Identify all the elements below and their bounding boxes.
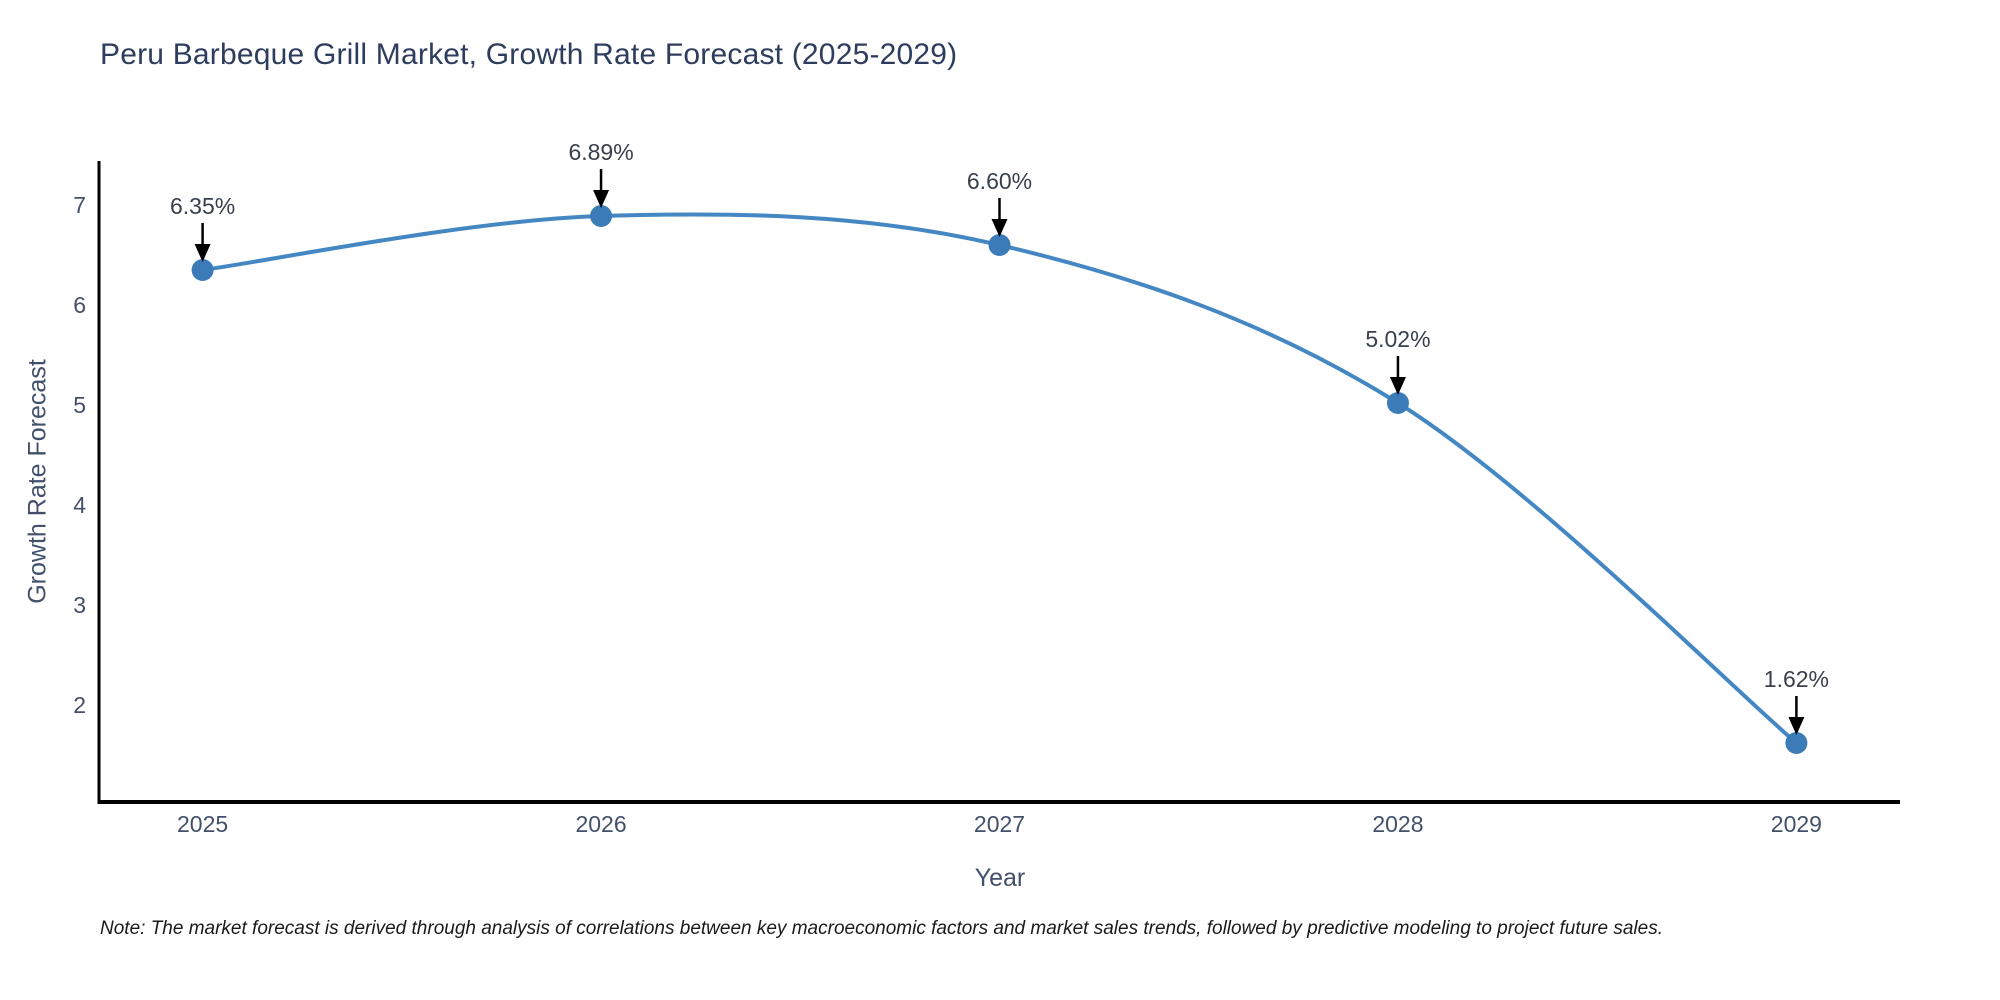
- y-axis-title: Growth Rate Forecast: [23, 359, 52, 604]
- point-value-label: 5.02%: [1365, 326, 1431, 352]
- chart-title: Peru Barbeque Grill Market, Growth Rate …: [100, 38, 958, 71]
- x-axis-title: Year: [974, 864, 1026, 892]
- x-tick-label: 2026: [575, 811, 627, 837]
- x-tick-label: 2028: [1372, 811, 1424, 837]
- data-point-marker: [1785, 732, 1808, 754]
- y-tick-label: 5: [73, 392, 86, 418]
- annotation-arrow-head: [991, 219, 1008, 237]
- x-tick-label: 2027: [973, 811, 1026, 837]
- y-tick-label: 4: [73, 492, 86, 518]
- y-tick-label: 3: [73, 592, 86, 618]
- footnote: Note: The market forecast is derived thr…: [100, 918, 1663, 939]
- annotation-arrow-head: [194, 244, 211, 262]
- annotation-arrow-head: [593, 190, 610, 208]
- data-point-marker: [590, 205, 613, 227]
- y-tick-label: 6: [73, 292, 86, 318]
- annotation-arrow-head: [1788, 717, 1805, 735]
- y-tick-label: 2: [73, 692, 86, 718]
- point-value-label: 6.35%: [169, 193, 236, 219]
- point-value-label: 6.89%: [568, 139, 634, 165]
- point-value-label: 1.62%: [1763, 666, 1829, 692]
- line-series: [200, 212, 1799, 745]
- annotation-arrow-head: [1389, 377, 1406, 395]
- data-point-marker: [1386, 392, 1409, 414]
- x-tick-label: 2025: [177, 811, 229, 837]
- point-value-label: 6.60%: [966, 168, 1033, 194]
- data-point-marker: [191, 259, 214, 281]
- x-tick-label: 2029: [1770, 811, 1822, 837]
- y-tick-label: 7: [73, 192, 86, 218]
- data-point-marker: [988, 234, 1011, 256]
